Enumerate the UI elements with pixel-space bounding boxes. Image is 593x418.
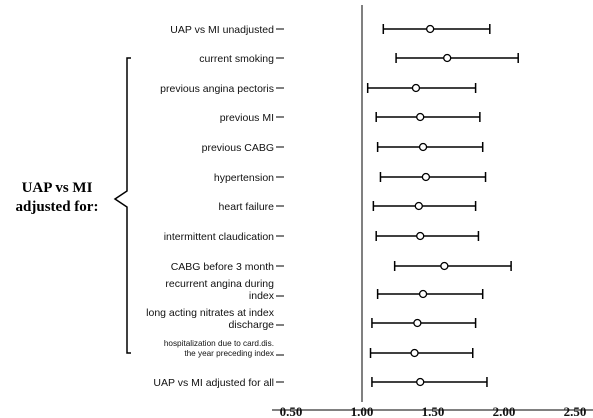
point-estimate [413, 318, 422, 328]
point-estimate [418, 142, 428, 152]
point-estimate [421, 172, 431, 182]
row-label: heart failure [219, 201, 275, 213]
forest-row: current smoking [199, 53, 519, 65]
point-estimate [440, 261, 449, 271]
row-label: UAP vs MI unadjusted [170, 24, 274, 36]
plot-area: UAP vs MI unadjusted current smoking previ… [146, 5, 593, 418]
row-label: CABG before 3 month [171, 261, 274, 273]
point-estimate [416, 231, 425, 241]
row-label: UAP vs MI adjusted for all [153, 377, 274, 389]
point-estimate [416, 377, 425, 387]
point-estimate [426, 24, 435, 34]
point-estimate [410, 348, 419, 358]
rows-layer: UAP vs MI unadjusted current smoking previ… [146, 24, 519, 389]
x-tick-label: 1.00 [351, 404, 374, 418]
x-tick-label: 0.50 [280, 404, 303, 418]
row-label: long acting nitrates at index discharge [146, 307, 275, 331]
row-label: current smoking [199, 53, 274, 65]
x-ticks-layer: 0.50 1.00 1.50 2.00 2.50 [280, 404, 587, 418]
forest-row: hypertension [214, 172, 487, 184]
row-label: recurrent angina during index [165, 278, 274, 302]
row-label: hospitalization due to card.dis. the year… [164, 339, 274, 358]
x-tick-label: 2.00 [493, 404, 516, 418]
row-label: intermittent claudication [164, 231, 274, 243]
forest-row: CABG before 3 month [171, 261, 512, 273]
forest-row: previous MI [220, 112, 481, 124]
point-estimate [416, 112, 425, 122]
row-label: previous angina pectoris [160, 83, 274, 95]
x-tick-label: 1.50 [422, 404, 445, 418]
point-estimate [418, 289, 428, 299]
group-annotation: UAP vs MI adjusted for: [16, 57, 131, 354]
group-bracket [113, 57, 131, 354]
group-label-line-1: UAP vs MI [22, 180, 93, 196]
forest-row: heart failure [219, 201, 477, 213]
forest-row: recurrent angina during index [165, 278, 484, 302]
forest-row: UAP vs MI unadjusted [170, 24, 491, 36]
group-label-line-2: adjusted for: [16, 199, 99, 215]
row-label: hypertension [214, 172, 274, 184]
point-estimate [443, 53, 452, 63]
forest-row: hospitalization due to card.dis. the year… [164, 339, 474, 358]
forest-row: long acting nitrates at index discharge [146, 307, 477, 331]
row-label: previous MI [220, 112, 274, 124]
point-estimate [414, 201, 423, 211]
point-estimate [411, 83, 421, 93]
row-label: previous CABG [202, 142, 274, 154]
forest-row: previous CABG [202, 142, 484, 154]
forest-row: intermittent claudication [164, 231, 480, 243]
forest-row: previous angina pectoris [160, 83, 477, 95]
forest-row: UAP vs MI adjusted for all [153, 377, 488, 389]
x-tick-label: 2.50 [564, 404, 587, 418]
